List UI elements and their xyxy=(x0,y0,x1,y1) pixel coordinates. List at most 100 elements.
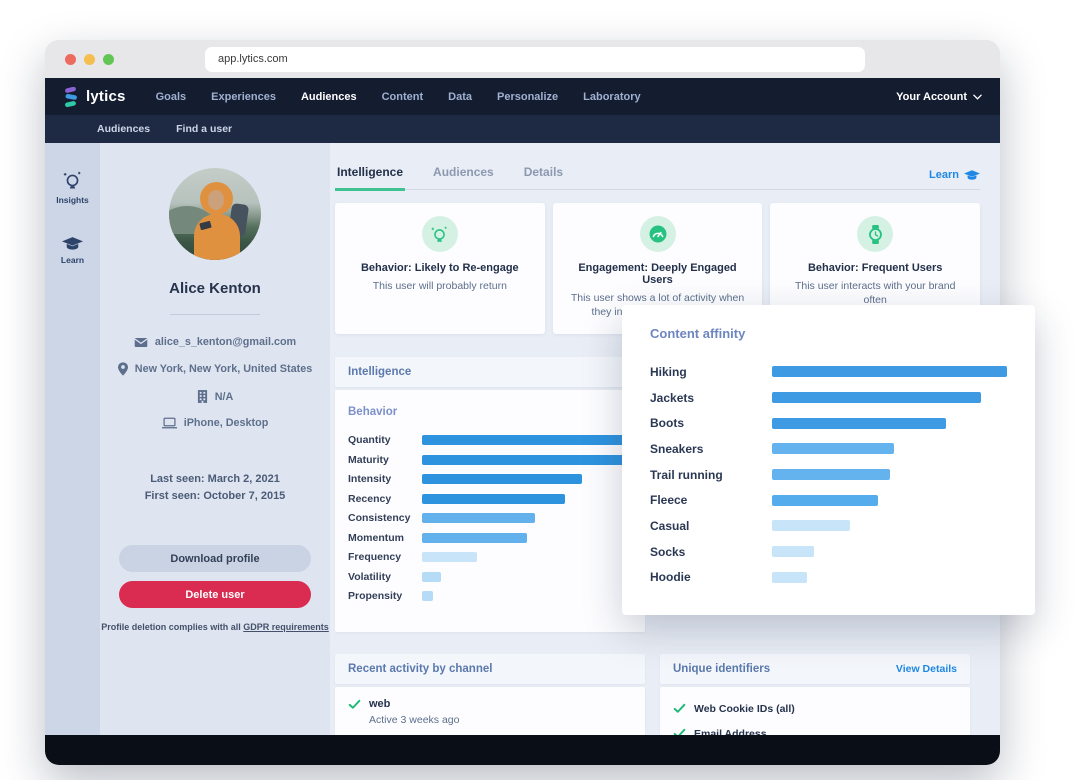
affinity-bar-track xyxy=(772,366,1007,378)
last-seen: Last seen: March 2, 2021 xyxy=(150,473,280,485)
graduation-cap-icon xyxy=(964,169,980,180)
behavior-bar-track xyxy=(422,474,632,485)
crystal-ball-icon xyxy=(63,171,81,189)
affinity-bar xyxy=(772,494,878,506)
app-window: app.lytics.com lytics Goals Experiences … xyxy=(45,40,1000,765)
icon-circle xyxy=(857,216,894,252)
insight-card-re-engage: Behavior: Likely to Re-engage This user … xyxy=(335,203,545,335)
minimize-window-button[interactable] xyxy=(84,53,95,65)
unique-identifiers-header: Unique identifiers View Details xyxy=(660,654,970,685)
intelligence-panel-body: Behavior Quantity Maturity xyxy=(335,390,645,633)
graduation-cap-icon xyxy=(62,237,83,250)
nav-item-experiences[interactable]: Experiences xyxy=(211,90,276,103)
recent-activity-panel: Recent activity by channel web Active 3 … xyxy=(335,654,645,743)
behavior-bar-track xyxy=(422,435,632,446)
nav-item-personalize[interactable]: Personalize xyxy=(497,90,559,103)
envelope-icon xyxy=(134,337,148,347)
nav-item-goals[interactable]: Goals xyxy=(155,90,187,103)
address-bar[interactable]: app.lytics.com xyxy=(205,46,865,72)
intelligence-panel-header: Intelligence xyxy=(335,357,645,388)
behavior-bar-row: Maturity xyxy=(348,450,632,470)
maximize-window-button[interactable] xyxy=(103,53,114,65)
affinity-bar-track xyxy=(772,469,1007,481)
behavior-bar xyxy=(422,591,433,602)
activity-status: Active 3 weeks ago xyxy=(369,714,460,727)
affinity-bar-track xyxy=(772,546,1007,558)
affinity-bar xyxy=(772,571,808,583)
icon-circle xyxy=(639,216,676,252)
learn-link[interactable]: Learn xyxy=(929,169,980,189)
affinity-bar-row: Trail running xyxy=(650,462,1007,488)
card-description: This user interacts with your brand ofte… xyxy=(794,280,956,307)
account-menu[interactable]: Your Account xyxy=(896,91,982,103)
view-details-link[interactable]: View Details xyxy=(895,663,957,676)
affinity-bar-row: Socks xyxy=(650,539,1007,565)
profile-company-row: N/A xyxy=(100,390,330,403)
laptop-icon xyxy=(161,417,177,429)
gauge-icon xyxy=(649,225,666,243)
lytics-logo-icon xyxy=(65,86,77,107)
subnav-item-audiences[interactable]: Audiences xyxy=(97,123,151,135)
affinity-bar-row: Fleece xyxy=(650,487,1007,513)
seen-dates: Last seen: March 2, 2021 First seen: Oct… xyxy=(100,471,330,505)
behavior-bar-label: Momentum xyxy=(348,531,404,544)
profile-devices: iPhone, Desktop xyxy=(183,417,269,429)
behavior-bar-label: Volatility xyxy=(348,570,391,583)
affinity-bar-label: Socks xyxy=(650,544,686,559)
behavior-bar-track xyxy=(422,571,632,582)
profile-location-row: New York, New York, United States xyxy=(100,362,330,376)
tab-details[interactable]: Details xyxy=(523,165,564,179)
window-footer xyxy=(45,735,1000,765)
nav-item-laboratory[interactable]: Laboratory xyxy=(583,90,641,103)
affinity-bar-label: Sneakers xyxy=(650,441,704,456)
behavior-bar-track xyxy=(422,454,632,465)
behavior-bar-track xyxy=(422,493,632,504)
identifier-row: Web Cookie IDs (all) xyxy=(673,702,957,715)
download-profile-button[interactable]: Download profile xyxy=(119,545,311,572)
watch-icon xyxy=(868,224,882,244)
card-title: Behavior: Frequent Users xyxy=(807,262,943,274)
profile-email-row: alice_s_kenton@gmail.com xyxy=(100,336,330,348)
affinity-bar-track xyxy=(772,443,1007,455)
rail-item-learn[interactable]: Learn xyxy=(61,237,84,265)
window-controls xyxy=(65,53,114,65)
affinity-bar xyxy=(772,469,890,481)
delete-user-button[interactable]: Delete user xyxy=(119,581,311,608)
nav-item-audiences[interactable]: Audiences xyxy=(300,90,357,103)
affinity-bar xyxy=(772,392,982,404)
affinity-bar xyxy=(772,443,895,455)
affinity-bar-track xyxy=(772,494,1007,506)
nav-item-data[interactable]: Data xyxy=(448,90,472,103)
behavior-bar-row: Frequency xyxy=(348,547,632,567)
location-pin-icon xyxy=(117,362,128,376)
behavior-bar-label: Consistency xyxy=(348,512,411,525)
affinity-bar xyxy=(772,366,1007,378)
rail-item-insights[interactable]: Insights xyxy=(56,170,89,205)
behavior-bar-row: Intensity xyxy=(348,469,632,489)
gdpr-note-text: Profile deletion complies with all xyxy=(101,622,244,632)
subnav-item-find-a-user[interactable]: Find a user xyxy=(176,123,233,135)
affinity-bar-track xyxy=(772,520,1007,532)
behavior-bar-label: Intensity xyxy=(348,473,392,486)
close-window-button[interactable] xyxy=(65,53,76,65)
behavior-bar-row: Consistency xyxy=(348,508,632,528)
activity-row-web: web Active 3 weeks ago xyxy=(348,698,632,726)
affinity-bar-label: Jackets xyxy=(650,390,695,405)
tab-intelligence[interactable]: Intelligence xyxy=(335,165,406,191)
affinity-bar-label: Hoodie xyxy=(650,570,691,585)
behavior-bar-row: Recency xyxy=(348,489,632,509)
brand[interactable]: lytics xyxy=(63,86,126,107)
profile-email: alice_s_kenton@gmail.com xyxy=(154,336,297,348)
affinity-bar-label: Fleece xyxy=(650,493,688,508)
nav-item-content[interactable]: Content xyxy=(381,90,424,103)
gdpr-requirements-link[interactable]: GDPR requirements xyxy=(243,622,329,632)
profile-sidebar: Alice Kenton alice_s_kenton@gmail.com Ne… xyxy=(100,143,330,735)
behavior-chart-title: Behavior xyxy=(348,406,398,419)
check-icon xyxy=(348,700,361,710)
affinity-bar-row: Casual xyxy=(650,513,1007,539)
tab-audiences[interactable]: Audiences xyxy=(433,165,494,179)
browser-bar: app.lytics.com xyxy=(45,40,1000,78)
top-navbar: lytics Goals Experiences Audiences Conte… xyxy=(45,78,1000,115)
affinity-bar-row: Hoodie xyxy=(650,565,1007,591)
